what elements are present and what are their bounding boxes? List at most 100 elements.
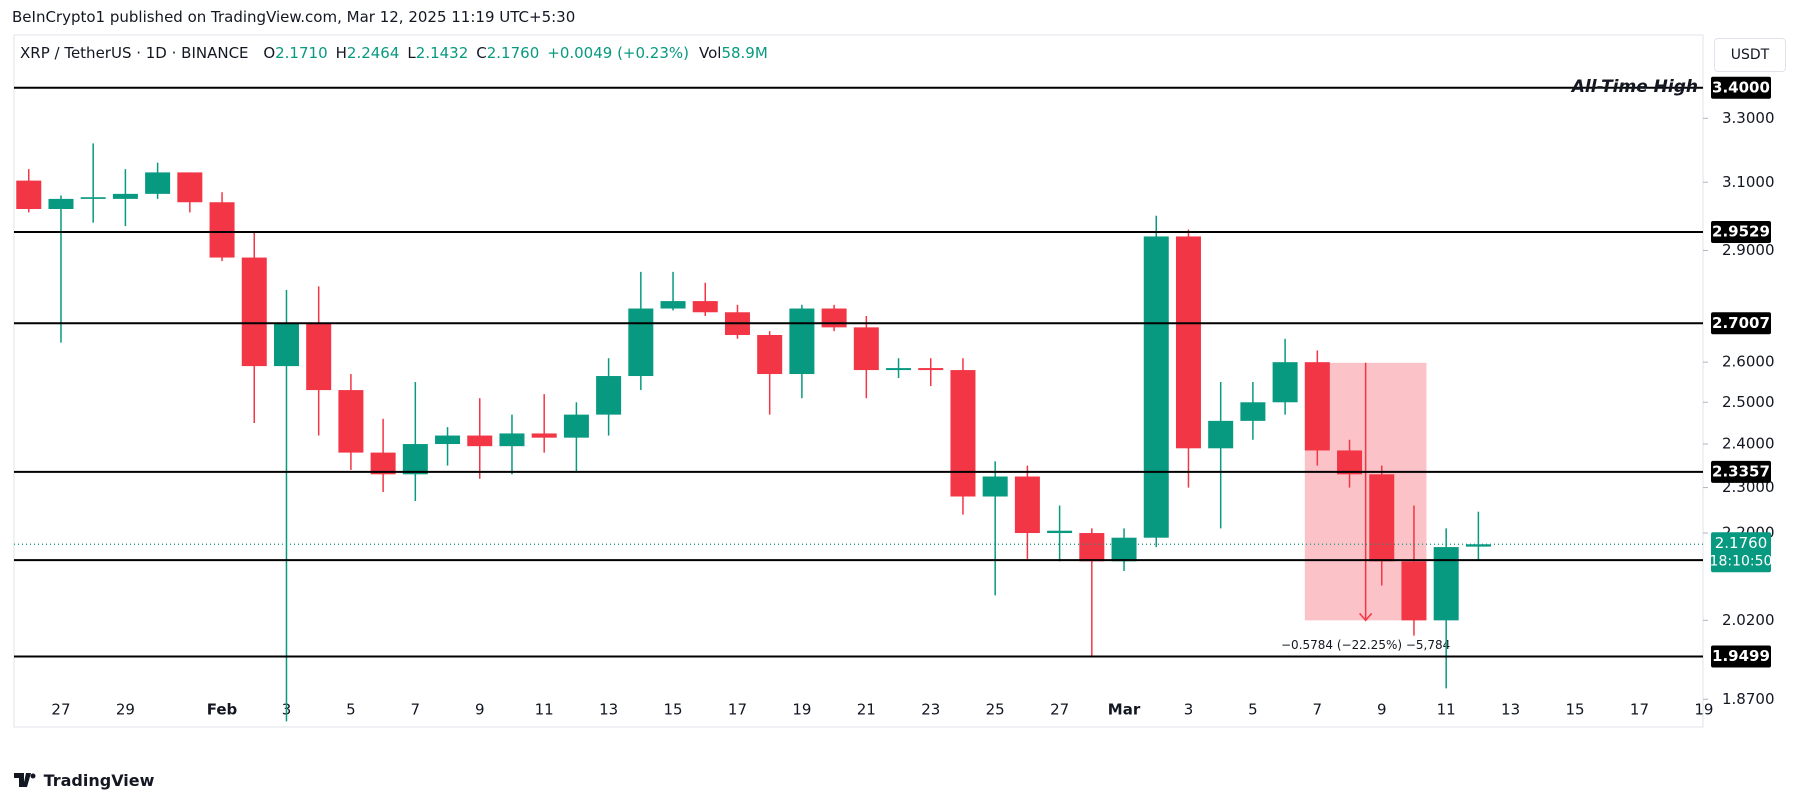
x-tick-label: 19	[792, 701, 811, 719]
x-tick-label: 15	[1565, 701, 1584, 719]
level-annotation: All-Time High	[1570, 77, 1698, 97]
candle-body	[918, 368, 944, 371]
x-tick-label: 17	[1630, 701, 1649, 719]
level-label: 1.9499	[1712, 647, 1770, 665]
candle-body	[1240, 402, 1266, 421]
x-tick-label: Feb	[207, 701, 238, 719]
x-tick-label: 27	[51, 701, 70, 719]
measure-box	[1304, 362, 1427, 621]
ohlc-value: 2.1760	[486, 44, 540, 62]
candle-body	[853, 327, 879, 371]
symbol-line: XRP / TetherUS · 1D · BINANCE O2.1710 H2.…	[20, 44, 768, 62]
x-tick-label: 7	[1313, 701, 1323, 719]
countdown: 18:10:50	[1710, 553, 1773, 569]
candle-body	[499, 433, 525, 447]
candle-body	[1465, 544, 1491, 547]
x-tick-label: 29	[116, 701, 135, 719]
level-label: 2.1425	[1712, 551, 1770, 569]
candle-body	[692, 301, 718, 313]
level-label: 2.3357	[1712, 462, 1770, 480]
level-label-box	[1711, 220, 1771, 243]
x-tick-label: 17	[728, 701, 747, 719]
candle-body	[112, 193, 138, 199]
published: BeInCrypto1 published on TradingView.com…	[12, 8, 576, 26]
candle-body	[80, 197, 106, 199]
candle-body	[1014, 476, 1040, 534]
candle-body	[241, 257, 267, 367]
ohlc-key: H	[335, 44, 347, 62]
candle-body	[563, 414, 589, 438]
candle-body	[1401, 561, 1427, 621]
x-tick-label: 11	[535, 701, 554, 719]
candle-body	[1433, 547, 1459, 621]
ohlc-value: 2.2464	[346, 44, 400, 62]
logo-icon	[14, 773, 36, 787]
ohlc-key: C	[476, 44, 487, 62]
currency-button[interactable]: USDT	[1714, 38, 1786, 72]
y-tick-label: 2.0200	[1722, 611, 1775, 629]
candle-body	[1047, 530, 1073, 534]
candle-body	[1304, 362, 1330, 451]
ohlc-value: 2.1710	[275, 44, 328, 62]
candle-body	[1337, 450, 1363, 475]
x-tick-label: 15	[663, 701, 682, 719]
candle-body	[1175, 236, 1201, 449]
candle-body	[1272, 362, 1298, 403]
ohlc-key: O	[263, 44, 276, 62]
candle-body	[338, 390, 364, 453]
candle-body	[467, 435, 493, 447]
current-price-box	[1711, 532, 1771, 573]
candle-body	[402, 444, 428, 475]
candle-body	[531, 433, 557, 438]
candle-body	[1143, 236, 1169, 538]
measure-label: −0.5784 (−22.25%) −5,784	[1281, 638, 1450, 652]
plot-frame	[13, 34, 1704, 728]
y-tick-label: 3.3000	[1722, 109, 1775, 127]
candle-body	[789, 308, 815, 375]
level-label-box	[1711, 460, 1771, 483]
x-tick-label: 9	[1377, 701, 1387, 719]
x-tick-label: 23	[921, 701, 940, 719]
x-tick-label: 13	[599, 701, 618, 719]
level-label-box	[1711, 549, 1771, 572]
volume-value: 58.9M	[721, 44, 768, 62]
measure-arrow-head	[1359, 612, 1373, 622]
volume-key: Vol	[699, 44, 722, 62]
footer-logo: TradingView	[14, 771, 154, 790]
level-label-box	[1711, 76, 1771, 99]
y-tick-label: 2.4000	[1722, 435, 1775, 453]
x-tick-label: 9	[475, 701, 485, 719]
candle-body	[724, 312, 750, 335]
candle-body	[628, 308, 654, 377]
current-price-label: 2.1760	[1715, 534, 1768, 552]
y-tick-label: 1.8700	[1722, 690, 1775, 708]
candle-body	[1079, 533, 1105, 562]
symbol: XRP / TetherUS · 1D · BINANCE	[20, 44, 249, 62]
ohlc-key: L	[407, 44, 416, 62]
level-label-box	[1711, 645, 1771, 668]
y-tick-label: 2.6000	[1722, 353, 1775, 371]
x-tick-label: 19	[1694, 701, 1713, 719]
x-tick-label: 3	[282, 701, 292, 719]
x-tick-label: 21	[857, 701, 876, 719]
x-tick-label: 27	[1050, 701, 1069, 719]
x-tick-label: 3	[1184, 701, 1194, 719]
candle-body	[273, 323, 299, 367]
candle-body	[757, 334, 783, 375]
candle-body	[209, 202, 235, 258]
candle-body	[1208, 420, 1234, 449]
x-tick-label: 13	[1501, 701, 1520, 719]
y-tick-label: 2.5000	[1722, 393, 1775, 411]
x-tick-label: 25	[986, 701, 1005, 719]
x-tick-label: 11	[1437, 701, 1456, 719]
x-tick-label: 7	[411, 701, 421, 719]
candle-body	[950, 370, 976, 497]
candle-body	[435, 435, 461, 445]
candle-body	[982, 476, 1008, 497]
candle-body	[821, 308, 847, 328]
candle-body	[886, 368, 912, 371]
candle-body	[370, 452, 396, 475]
candle-body	[145, 172, 171, 194]
